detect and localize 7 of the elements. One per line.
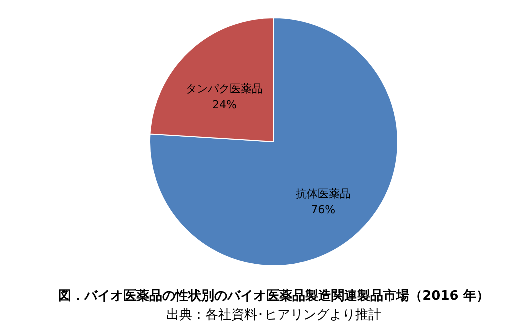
slice-label: タンパク医薬品 [186,82,264,96]
pie-slice [150,18,398,266]
data-label: 76% [311,203,336,216]
source-note: 出典：各社資料･ヒアリングより推計 [166,308,382,323]
slice-label: 抗体医薬品 [296,187,351,200]
text: 図．バイオ医薬品の性状別のバイオ医薬品製造関連製品市場（2016 年） [58,288,490,304]
data-label: 24% [212,98,237,112]
